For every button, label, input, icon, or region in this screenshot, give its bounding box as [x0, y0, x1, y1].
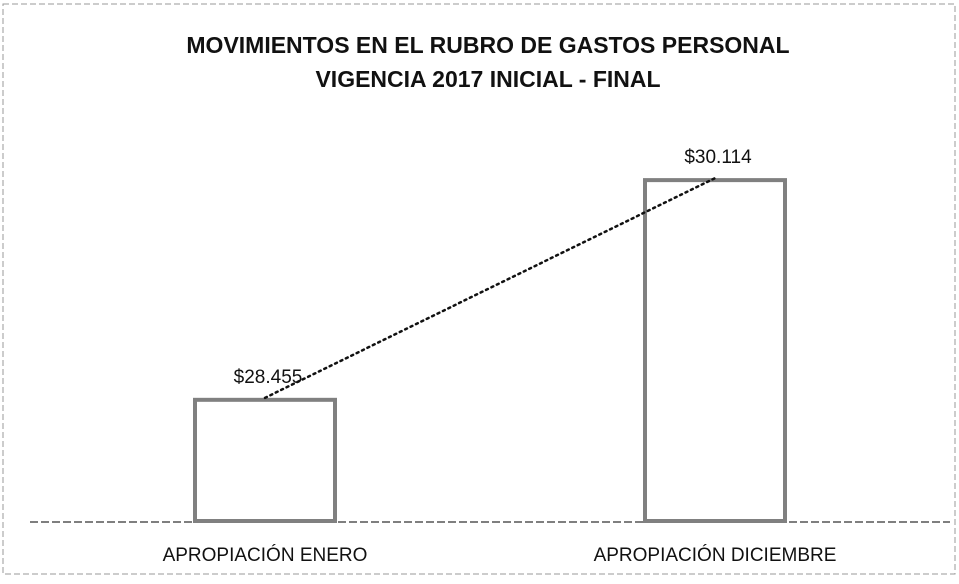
chart-subtitle: VIGENCIA 2017 INICIAL - FINAL — [315, 66, 660, 92]
data-label: $28.455 — [234, 367, 303, 388]
chart-border — [2, 3, 956, 575]
x-tick-label: APROPIACIÓN DICIEMBRE — [594, 544, 837, 566]
x-tick-label: APROPIACIÓN ENERO — [163, 544, 368, 566]
bar — [193, 397, 337, 523]
chart-title: MOVIMIENTOS EN EL RUBRO DE GASTOS PERSON… — [186, 32, 789, 58]
data-label: $30.114 — [684, 147, 752, 168]
trend-line — [263, 176, 717, 400]
bar — [643, 178, 787, 523]
